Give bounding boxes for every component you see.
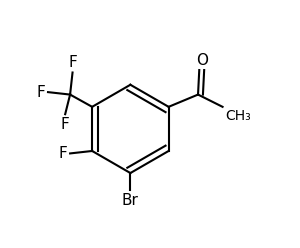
Text: F: F xyxy=(37,85,46,100)
Text: CH₃: CH₃ xyxy=(225,109,251,123)
Text: F: F xyxy=(61,117,70,132)
Text: Br: Br xyxy=(122,193,139,208)
Text: F: F xyxy=(59,146,68,161)
Text: O: O xyxy=(196,53,208,68)
Text: F: F xyxy=(68,55,77,70)
